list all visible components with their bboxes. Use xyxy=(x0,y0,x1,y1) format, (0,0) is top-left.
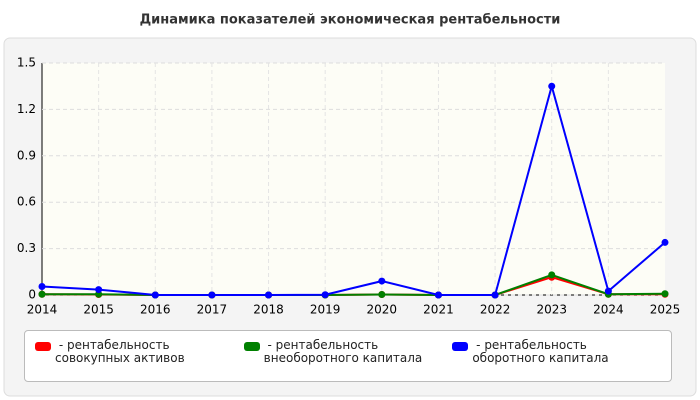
point xyxy=(208,291,216,299)
y-tick-label: 1.5 xyxy=(17,56,36,70)
plot-area xyxy=(42,63,665,295)
x-tick-label: 2018 xyxy=(253,303,284,317)
legend-dash: - xyxy=(263,338,276,352)
point xyxy=(38,282,46,290)
x-tick-label: 2022 xyxy=(480,303,511,317)
x-tick-label: 2023 xyxy=(536,303,567,317)
x-tick-label: 2024 xyxy=(593,303,624,317)
legend-label: - рентабельность совокупных активов xyxy=(55,338,185,365)
y-tick-label: 0.6 xyxy=(17,195,36,209)
point xyxy=(151,291,159,299)
legend-item: - рентабельность оборотного капитала xyxy=(452,339,661,381)
point xyxy=(604,287,612,295)
point xyxy=(378,291,386,299)
legend-item: - рентабельность совокупных активов xyxy=(35,339,244,381)
legend-swatch xyxy=(243,342,260,351)
legend-swatch xyxy=(452,342,469,351)
x-tick-label: 2025 xyxy=(650,303,681,317)
legend-label: - рентабельность оборотного капитала xyxy=(472,338,609,365)
x-tick-label: 2016 xyxy=(140,303,171,317)
y-tick-label: 0.3 xyxy=(17,241,36,255)
point xyxy=(548,82,556,90)
point xyxy=(321,291,329,299)
point xyxy=(378,277,386,285)
legend-dash: - xyxy=(55,338,67,352)
x-tick-label: 2019 xyxy=(310,303,341,317)
point xyxy=(434,291,442,299)
series-line xyxy=(41,82,666,296)
point xyxy=(38,290,46,298)
x-tick-label: 2017 xyxy=(197,303,228,317)
legend-swatch xyxy=(35,342,51,351)
point xyxy=(548,271,556,279)
legend-label: - рентабельность внеоборотного капитала xyxy=(263,338,423,365)
point xyxy=(661,290,669,298)
point xyxy=(265,291,273,299)
legend-item: - рентабельность внеоборотного капитала xyxy=(243,338,453,381)
chart-title: Динамика показателей экономическая рента… xyxy=(140,13,561,28)
point xyxy=(95,286,103,294)
y-tick-label: 0.9 xyxy=(17,148,36,162)
point xyxy=(661,238,669,246)
point xyxy=(491,291,499,299)
y-tick-label: 0 xyxy=(28,288,36,302)
legend-dash: - xyxy=(472,338,485,352)
x-tick-label: 2020 xyxy=(367,303,398,317)
legend: - рентабельность совокупных активов - ре… xyxy=(24,330,672,382)
x-tick-label: 2014 xyxy=(27,303,58,317)
x-tick-label: 2021 xyxy=(423,303,454,317)
y-tick-label: 1.2 xyxy=(17,102,36,116)
x-tick-label: 2015 xyxy=(83,303,114,317)
